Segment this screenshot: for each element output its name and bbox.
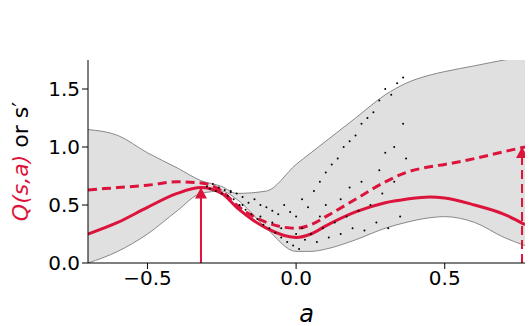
svg-text:1.0: 1.0 — [48, 135, 80, 159]
svg-text:0.5: 0.5 — [48, 193, 80, 217]
svg-text:0.5: 0.5 — [429, 266, 461, 290]
svg-text:a: a — [299, 300, 314, 326]
svg-text:0.0: 0.0 — [280, 266, 312, 290]
svg-text:1.5: 1.5 — [48, 77, 80, 101]
svg-text:0.0: 0.0 — [48, 251, 80, 275]
svg-text:Q(s,a) or s′: Q(s,a) or s′ — [8, 102, 33, 221]
svg-text:−0.5: −0.5 — [123, 266, 172, 290]
